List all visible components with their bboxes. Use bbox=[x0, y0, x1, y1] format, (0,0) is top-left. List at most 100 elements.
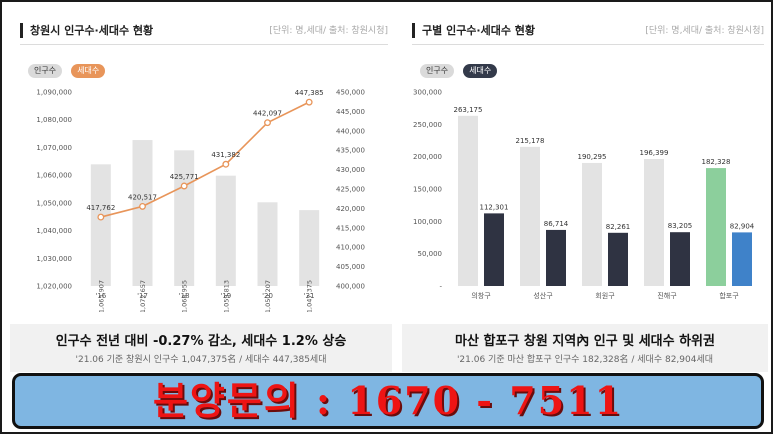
population-bar bbox=[520, 146, 540, 286]
population-bar bbox=[458, 115, 478, 286]
y-tick-label: 200,000 bbox=[413, 153, 442, 161]
population-bar-label: 263,175 bbox=[454, 106, 483, 114]
population-bar bbox=[132, 140, 153, 286]
y-left-tick-label: 1,030,000 bbox=[36, 255, 72, 263]
y-left-tick-label: 1,020,000 bbox=[36, 283, 72, 291]
households-point bbox=[222, 160, 230, 168]
y-tick-label: 100,000 bbox=[413, 218, 442, 226]
x-tick-label: '18 bbox=[179, 292, 190, 300]
unit-source-note: [단위: 명,세대/ 출처: 창원시청] bbox=[269, 26, 388, 36]
panel-title: 창원시 인구수·세대수 현황 bbox=[30, 24, 154, 37]
y-right-tick-label: 410,000 bbox=[336, 244, 365, 252]
x-tick-label: 의창구 bbox=[471, 291, 491, 300]
population-bar bbox=[174, 150, 195, 286]
households-point bbox=[305, 98, 313, 106]
y-right-tick-label: 440,000 bbox=[336, 127, 365, 135]
caption-detail: '21.06 기준 창원시 인구수 1,047,375名 / 세대수 447,3… bbox=[75, 355, 327, 365]
x-tick-label: 회원구 bbox=[595, 291, 615, 300]
y-right-tick-label: 435,000 bbox=[336, 147, 365, 155]
citywide-population-panel: 창원시 인구수·세대수 현황 [단위: 명,세대/ 출처: 창원시청] 인구수 … bbox=[10, 10, 392, 372]
y-right-tick-label: 425,000 bbox=[336, 186, 365, 194]
population-bar-label: 1,068,955 bbox=[181, 280, 189, 312]
population-bar-label: 196,399 bbox=[640, 149, 669, 157]
population-bar-label: 190,295 bbox=[578, 153, 607, 161]
district-population-panel: 구별 인구수·세대수 현황 [단위: 명,세대/ 출처: 창원시청] 인구수 세… bbox=[402, 10, 768, 372]
population-bar-label: 1,050,207 bbox=[264, 280, 272, 312]
x-tick-label: 성산구 bbox=[533, 291, 553, 300]
x-tick-label: 합포구 bbox=[719, 291, 739, 300]
households-bar bbox=[546, 229, 566, 286]
panel-header: 창원시 인구수·세대수 현황 [단위: 명,세대/ 출처: 창원시청] bbox=[10, 20, 392, 42]
households-bar-label: 112,301 bbox=[480, 203, 509, 211]
households-bar-label: 82,904 bbox=[730, 222, 755, 230]
caption-box: 인구수 전년 대비 -0.27% 감소, 세대수 1.2% 상승 '21.06 … bbox=[10, 324, 392, 372]
population-bar bbox=[706, 168, 726, 286]
legend-households: 세대수 bbox=[71, 64, 106, 78]
x-tick-label: '17 bbox=[137, 292, 148, 300]
y-right-tick-label: 445,000 bbox=[336, 108, 365, 116]
households-label: 447,385 bbox=[295, 89, 324, 97]
population-bar-label: 1,063,907 bbox=[97, 280, 105, 312]
households-label: 442,097 bbox=[253, 110, 282, 118]
inquiry-phone-text: 분양문의 : 1670 - 7511 bbox=[152, 378, 624, 423]
y-right-tick-label: 420,000 bbox=[336, 205, 365, 213]
households-bar-label: 86,714 bbox=[544, 220, 569, 228]
population-trend-chart: 1,020,000 1,030,000 1,040,000 1,050,000 1,06… bbox=[36, 89, 365, 313]
households-bar bbox=[484, 213, 504, 286]
population-bar bbox=[644, 158, 664, 286]
header-divider bbox=[20, 44, 388, 45]
x-tick-label: '21 bbox=[304, 292, 315, 300]
title-accent-bar bbox=[20, 23, 23, 38]
x-tick-label: '20 bbox=[262, 292, 273, 300]
households-point bbox=[264, 119, 271, 127]
population-bar-label: 182,328 bbox=[702, 158, 731, 166]
population-bar-label: 1,072,657 bbox=[139, 280, 147, 312]
y-tick-label: 150,000 bbox=[413, 186, 442, 194]
y-left-tick-label: 1,090,000 bbox=[36, 89, 72, 97]
legend-households: 세대수 bbox=[463, 64, 498, 78]
households-bar bbox=[732, 232, 752, 286]
header-divider bbox=[412, 44, 764, 45]
population-bar-label: 1,047,375 bbox=[306, 280, 314, 312]
y-right-tick-label: 400,000 bbox=[336, 283, 365, 291]
households-bar-label: 83,205 bbox=[668, 222, 693, 230]
households-bar bbox=[608, 232, 628, 286]
households-point bbox=[139, 202, 146, 210]
y-left-tick-label: 1,040,000 bbox=[36, 227, 72, 235]
panel-header: 구별 인구수·세대수 현황 [단위: 명,세대/ 출처: 창원시청] bbox=[402, 20, 768, 42]
caption-headline: 인구수 전년 대비 -0.27% 감소, 세대수 1.2% 상승 bbox=[55, 334, 347, 349]
y-tick-label: 250,000 bbox=[413, 121, 442, 129]
y-right-tick-label: 405,000 bbox=[336, 263, 365, 271]
y-right-tick-label: 415,000 bbox=[336, 224, 365, 232]
population-bar bbox=[299, 210, 320, 286]
caption-headline: 마산 합포구 창원 지역內 인구 및 세대수 하위권 bbox=[455, 334, 715, 349]
y-tick-label: - bbox=[439, 283, 442, 291]
y-tick-label: 300,000 bbox=[413, 89, 442, 97]
population-bar bbox=[257, 202, 278, 286]
population-bar-label: 215,178 bbox=[516, 137, 545, 145]
households-label: 425,771 bbox=[170, 173, 199, 181]
legend-population: 인구수 bbox=[28, 64, 63, 78]
x-tick-label: '19 bbox=[220, 292, 231, 300]
population-bar bbox=[582, 162, 602, 286]
chart-legend: 인구수 세대수 bbox=[28, 64, 109, 80]
y-left-tick-label: 1,050,000 bbox=[36, 199, 72, 207]
y-tick-label: 50,000 bbox=[418, 250, 443, 258]
y-left-tick-label: 1,070,000 bbox=[36, 144, 72, 152]
caption-detail: '21.06 기준 마산 합포구 인구수 182,328名 / 세대수 82,9… bbox=[456, 355, 714, 365]
inquiry-banner: 분양문의 : 1670 - 7511 bbox=[12, 373, 764, 429]
households-label: 417,762 bbox=[86, 204, 115, 212]
x-tick-label: 진해구 bbox=[657, 291, 677, 300]
households-label: 431,382 bbox=[211, 151, 240, 159]
households-point bbox=[97, 213, 105, 221]
unit-source-note: [단위: 명,세대/ 출처: 창원시청] bbox=[645, 26, 764, 36]
y-left-tick-label: 1,060,000 bbox=[36, 172, 72, 180]
caption-box: 마산 합포구 창원 지역內 인구 및 세대수 하위권 '21.06 기준 마산 … bbox=[402, 324, 768, 372]
households-line bbox=[100, 101, 310, 218]
chart-legend: 인구수 세대수 bbox=[420, 64, 501, 80]
population-bar-label: 1,059,813 bbox=[222, 280, 230, 312]
population-bar bbox=[90, 164, 111, 286]
households-point bbox=[180, 182, 188, 190]
y-right-tick-label: 430,000 bbox=[336, 166, 365, 174]
